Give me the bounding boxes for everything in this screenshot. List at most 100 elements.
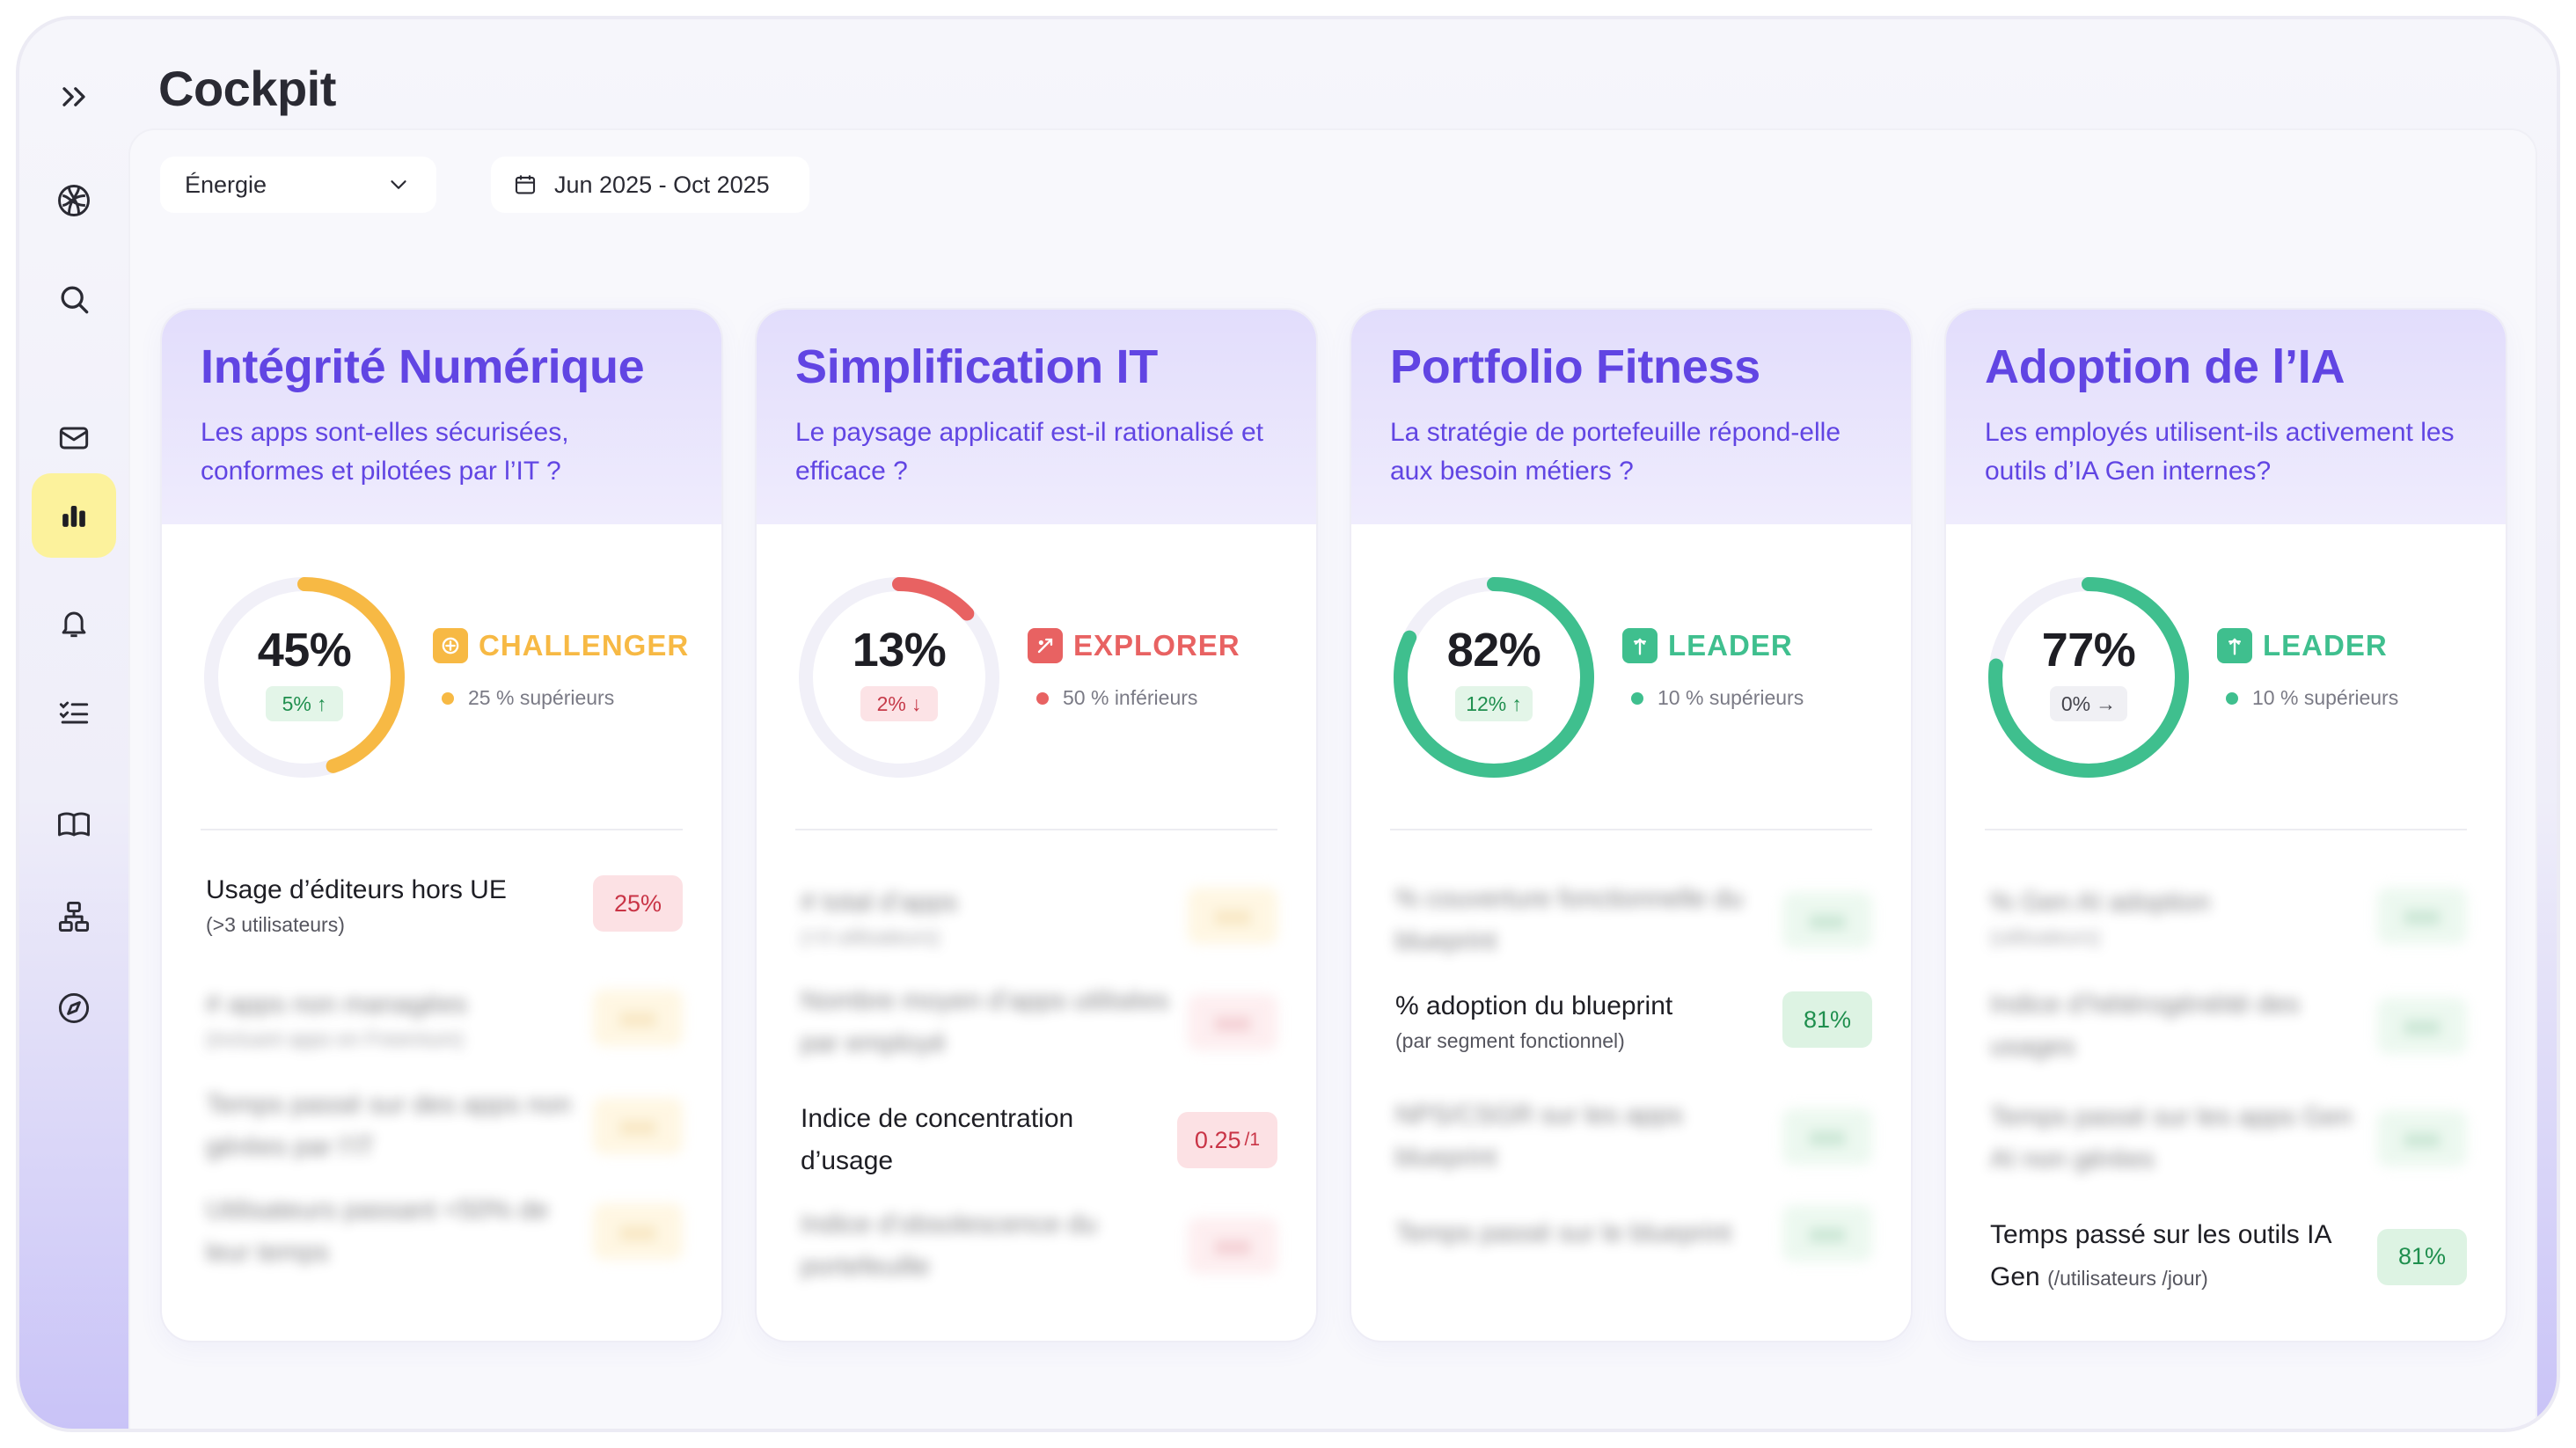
- maturity-badge-label: LEADER: [1668, 629, 1793, 662]
- mail-icon: [59, 427, 89, 450]
- maturity-badge: EXPLORER: [1028, 628, 1240, 663]
- score-delta-value: 2%: [876, 691, 906, 715]
- arrow-up-icon: ↑: [316, 691, 327, 715]
- kpi-value: xxx: [2377, 1110, 2467, 1166]
- rank-label: 10 % supérieurs: [1658, 686, 1804, 709]
- rank-info: 10 % supérieurs: [2226, 686, 2398, 710]
- app-window: Cockpit Énergie Jun 2025 - Oct 2025 Inté…: [16, 16, 2560, 1432]
- kpi-label: # apps non managées: [206, 990, 467, 1019]
- maturity-badge: LEADER: [2217, 628, 2388, 663]
- search-button[interactable]: [32, 257, 116, 341]
- card-header: Intégrité Numérique Les apps sont-elles …: [162, 310, 721, 524]
- notifications-button[interactable]: [32, 581, 116, 665]
- card-simplification-it[interactable]: Simplification IT Le paysage applicatif …: [755, 308, 1318, 1342]
- kpi-label: Temps passé sur les apps Gen AI non géré…: [1990, 1102, 2353, 1174]
- explorer-icon: [1028, 628, 1063, 663]
- kpi-note: (incluant apps en Freemium): [206, 1027, 464, 1050]
- kpi-row-blurred: # apps non managées (incluant apps en Fre…: [206, 984, 683, 1052]
- kpi-row-blurred: # total d’apps (>3 utilisateurs) xxx: [801, 881, 1277, 950]
- library-button[interactable]: [32, 783, 116, 867]
- kpi-value: xxx: [1782, 1205, 1872, 1262]
- kpi-value: 25%: [593, 875, 683, 932]
- score-delta: 5% ↑: [266, 686, 343, 721]
- kpi-label: Usage d’éditeurs hors UE: [206, 875, 507, 904]
- leader-icon: [2217, 628, 2252, 663]
- sidebar: [19, 19, 128, 1429]
- card-subtitle: La stratégie de portefeuille répond-elle…: [1390, 418, 1841, 486]
- score-gauge: 77% 0% →: [1985, 574, 2192, 781]
- checklist-icon: [59, 701, 89, 724]
- score-gauge-arc: [1988, 577, 2189, 778]
- analytics-button[interactable]: [32, 473, 116, 558]
- score-delta: 0% →: [2050, 686, 2127, 721]
- kpi-row[interactable]: Temps passé sur les outils IA Gen (/util…: [1990, 1214, 2467, 1299]
- rank-info: 50 % inférieurs: [1036, 686, 1197, 710]
- card-title: Simplification IT: [795, 340, 1158, 393]
- kpi-value: xxx: [1782, 892, 1872, 948]
- kpi-label: NPS/CSGR sur les apps blueprint: [1395, 1101, 1683, 1172]
- sector-select[interactable]: Énergie: [160, 157, 436, 213]
- rank-dot: [442, 691, 454, 705]
- kpi-row[interactable]: Usage d’éditeurs hors UE (>3 utilisateurs…: [206, 869, 683, 938]
- messages-button[interactable]: [32, 396, 116, 480]
- rank-label: 10 % supérieurs: [2252, 686, 2399, 709]
- kpi-row-blurred: Temps passé sur des apps non gérées par …: [206, 1084, 683, 1168]
- score-delta-value: 12%: [1466, 691, 1507, 715]
- kpi-value-number: 0.25: [1194, 1126, 1241, 1153]
- kpi-label: Indice d’hétérogénéité des usages: [1990, 990, 2300, 1061]
- kpi-row[interactable]: % adoption du blueprint (par segment fonc…: [1395, 985, 1872, 1054]
- kpi-label: Temps passé sur le blueprint: [1395, 1218, 1731, 1247]
- date-range-picker[interactable]: Jun 2025 - Oct 2025: [491, 157, 809, 213]
- chevron-double-right-icon: [62, 87, 85, 106]
- score-gauge: 82% 12% ↑: [1390, 574, 1598, 781]
- score-value: 45%: [257, 624, 352, 676]
- card-adoption-ia[interactable]: Adoption de l’IA Les employés utilisent-…: [1944, 308, 2507, 1342]
- kpi-value: xxx: [1188, 994, 1277, 1050]
- rank-info: 25 % supérieurs: [442, 686, 614, 710]
- kpi-label: Temps passé sur des apps non gérées par …: [206, 1090, 572, 1161]
- kpi-value: 81%: [2377, 1228, 2467, 1285]
- maturity-badge: CHALLENGER: [433, 628, 689, 663]
- card-portfolio-fitness[interactable]: Portfolio Fitness La stratégie de portef…: [1350, 308, 1913, 1342]
- sector-select-value: Énergie: [185, 171, 267, 198]
- architecture-button[interactable]: [32, 874, 116, 959]
- kpi-row-blurred: Temps passé sur le blueprint xxx: [1395, 1205, 1872, 1262]
- kpi-row-blurred: Temps passé sur les apps Gen AI non géré…: [1990, 1096, 2467, 1181]
- kpi-label: Nombre moyen d’apps utilisées par employ…: [801, 986, 1169, 1057]
- app-logo[interactable]: [32, 158, 116, 243]
- score-gauge-arc: [204, 577, 405, 778]
- rank-label: 25 % supérieurs: [468, 686, 615, 709]
- card-integrite-numerique[interactable]: Intégrité Numérique Les apps sont-elles …: [160, 308, 723, 1342]
- maturity-badge-label: CHALLENGER: [479, 629, 690, 662]
- card-subtitle: Les employés utilisent-ils activement le…: [1985, 418, 2455, 486]
- kpi-row[interactable]: Indice de concentration d’usage 0.25/1: [801, 1098, 1277, 1182]
- bar-chart-icon: [62, 506, 85, 527]
- kpi-note: (utilisateurs): [1990, 925, 2101, 948]
- score-delta-value: 5%: [282, 691, 311, 715]
- kpi-value: xxx: [1188, 1218, 1277, 1274]
- score-value: 13%: [852, 624, 947, 676]
- expand-sidebar-button[interactable]: [32, 55, 116, 139]
- rank-info: 10 % supérieurs: [1631, 686, 1804, 710]
- card-subtitle: Les apps sont-elles sécurisées, conforme…: [201, 418, 569, 486]
- tasks-button[interactable]: [32, 670, 116, 755]
- score-gauge-arc: [799, 577, 999, 778]
- kpi-note: (>3 utilisateurs): [206, 913, 345, 936]
- kpi-value: xxx: [1188, 888, 1277, 944]
- rank-dot: [1036, 691, 1049, 705]
- arrow-down-icon: ↓: [911, 691, 922, 715]
- challenger-icon: [433, 628, 468, 663]
- maturity-badge-label: LEADER: [2263, 629, 2388, 662]
- chevron-down-icon: [391, 180, 406, 189]
- rank-dot: [2226, 691, 2238, 705]
- hierarchy-icon: [58, 901, 90, 932]
- score-gauge-arc: [1394, 577, 1594, 778]
- kpi-row-blurred: Utilisateurs passant <50% de leur temps …: [206, 1189, 683, 1274]
- kpi-value: xxx: [593, 1203, 683, 1260]
- explore-button[interactable]: [32, 966, 116, 1050]
- kpi-value: xxx: [593, 1098, 683, 1154]
- arrow-right-icon: →: [2096, 691, 2117, 715]
- main-panel: Énergie Jun 2025 - Oct 2025 Intégrité Nu…: [128, 128, 2537, 1429]
- card-title: Portfolio Fitness: [1390, 340, 1760, 393]
- kpi-value: 0.25/1: [1176, 1112, 1277, 1168]
